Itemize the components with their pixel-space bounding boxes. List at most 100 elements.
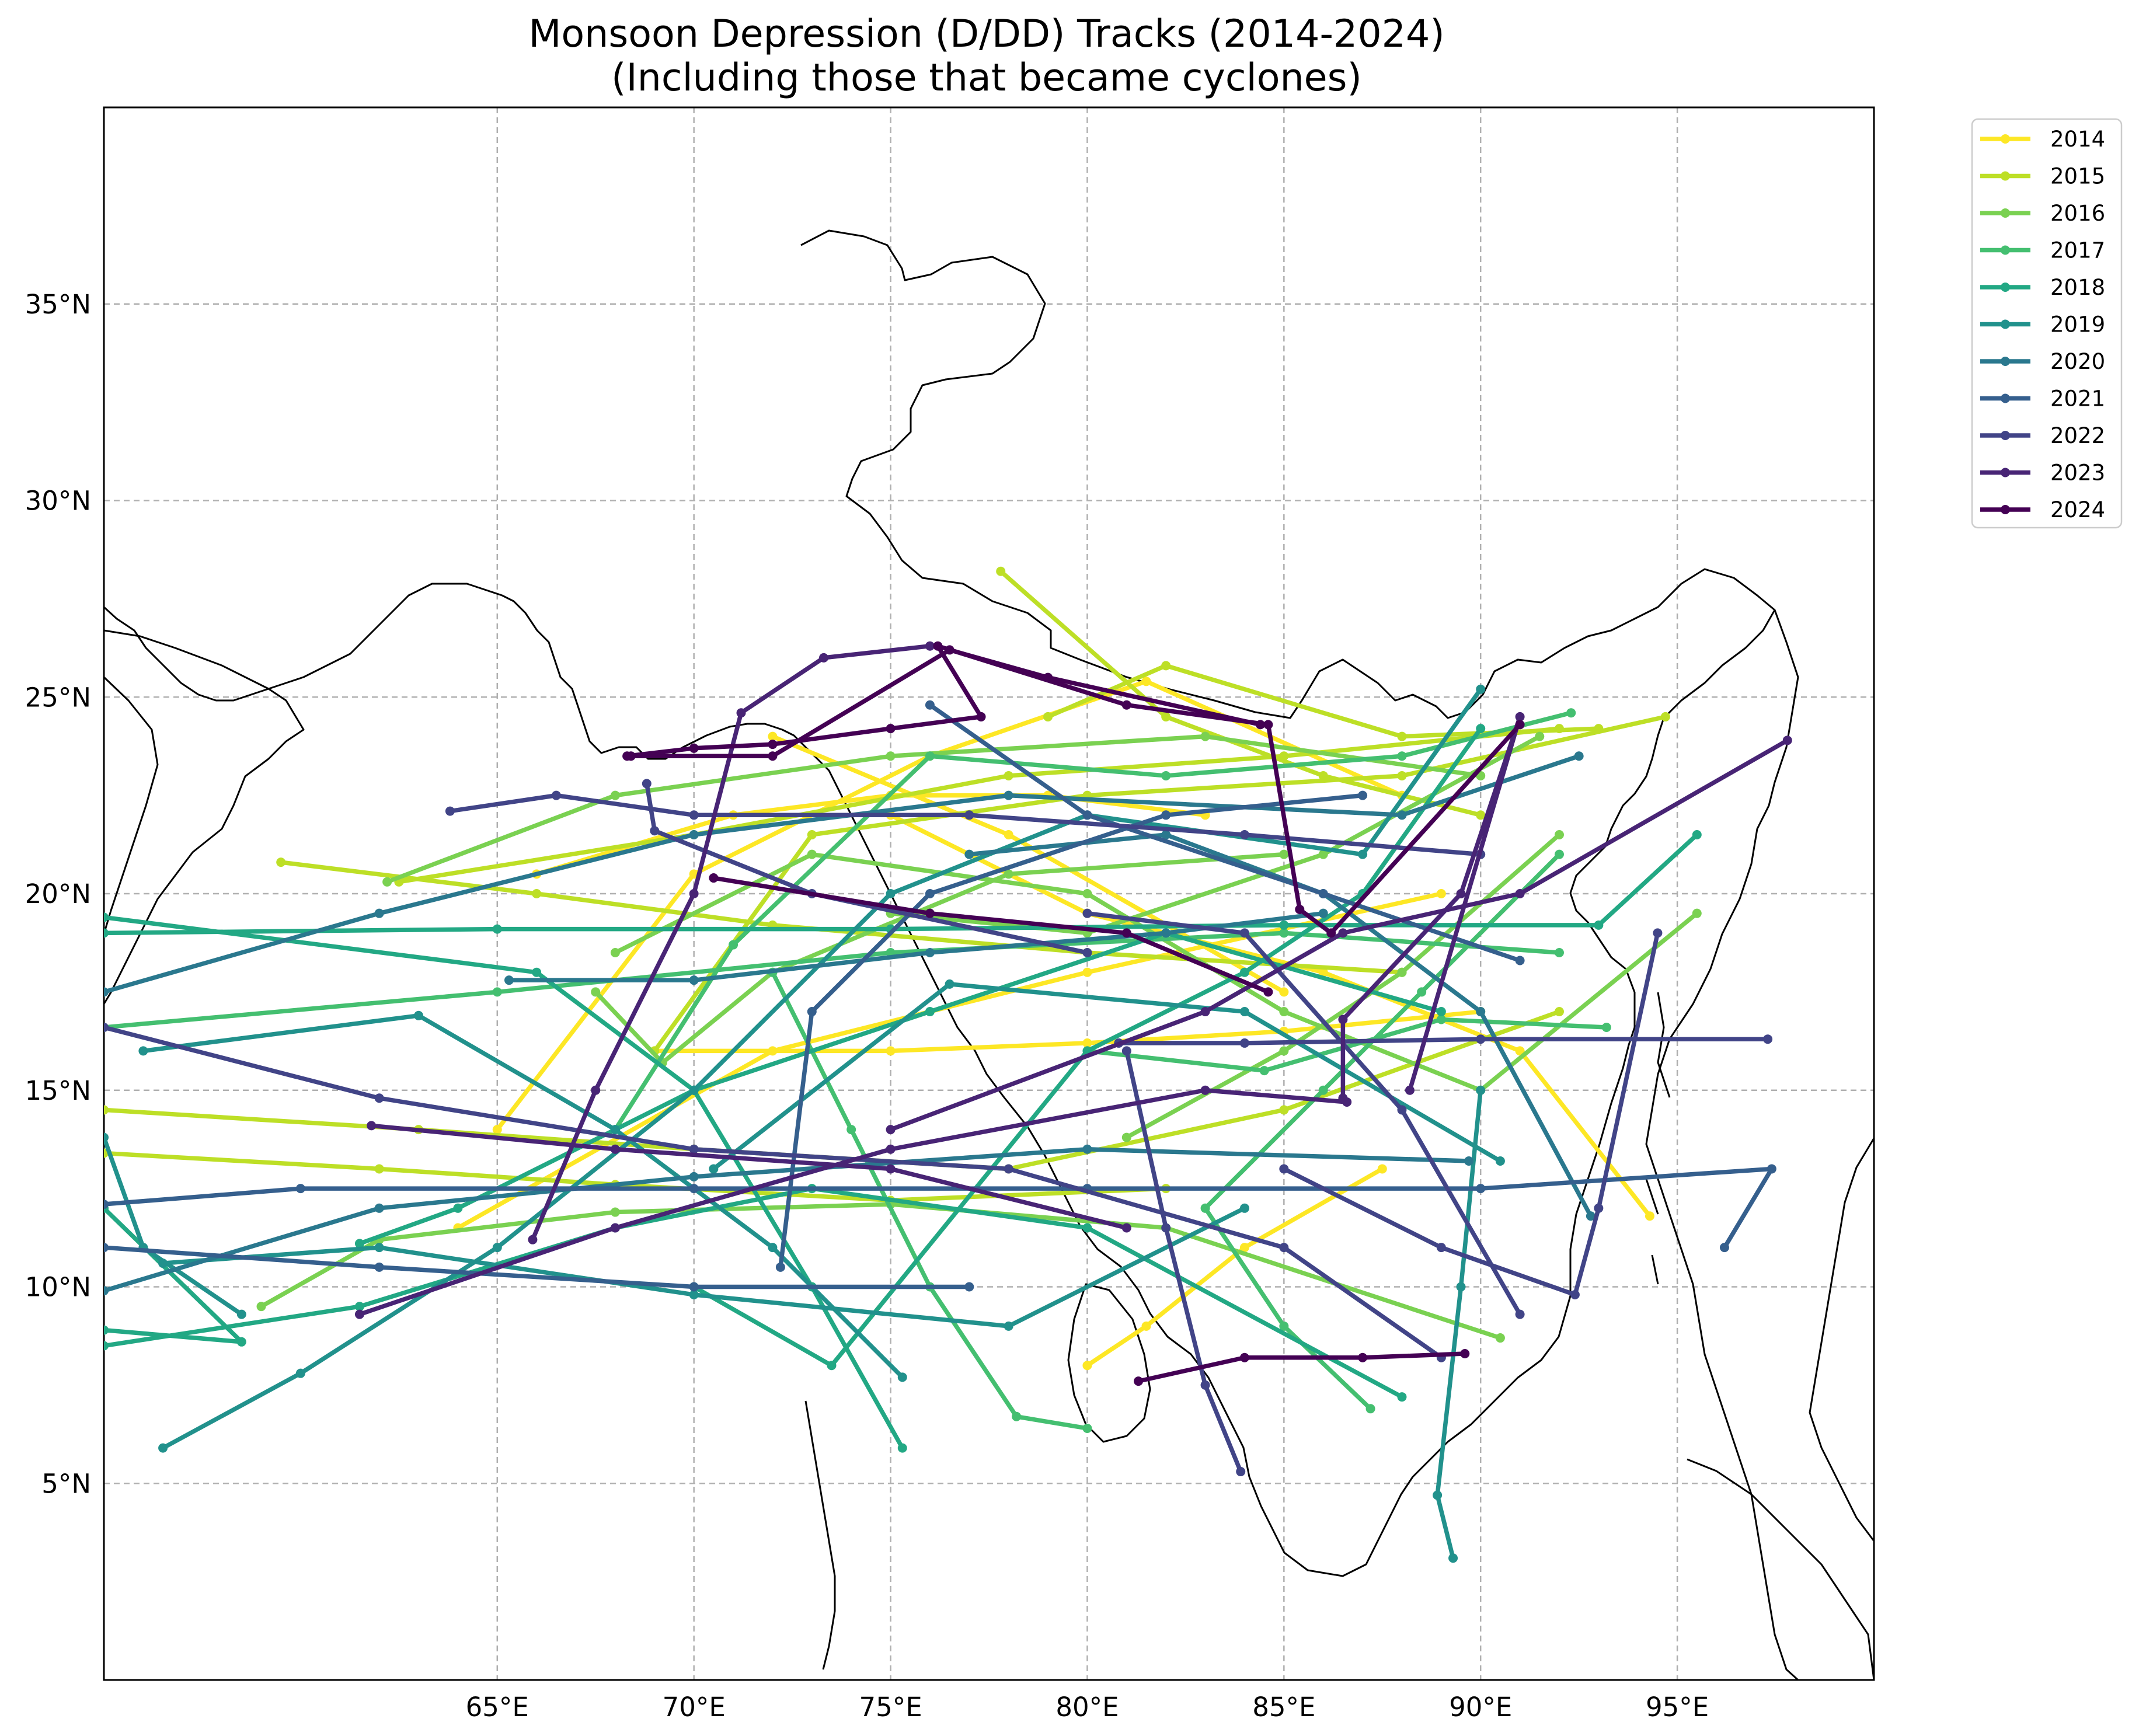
track-2019 <box>711 982 1503 1172</box>
track-point-2022 <box>650 826 660 836</box>
y-axis-ticks: 5°N 10°N 15°N 20°N 25°N 30°N 35°N <box>25 289 91 1500</box>
track-2022 <box>1281 930 1660 1297</box>
track-point-2024 <box>1295 904 1305 914</box>
x-tick-label: 85°E <box>1252 1692 1315 1723</box>
track-point-2017 <box>1279 928 1289 938</box>
track-point-2023 <box>1200 1085 1210 1095</box>
track-point-2024 <box>933 641 943 651</box>
depression-tracks <box>104 566 1792 1563</box>
track-point-2022 <box>104 1022 109 1032</box>
track-point-2019 <box>945 979 954 989</box>
track-point-2023 <box>610 1144 620 1154</box>
track-point-2021 <box>775 1262 785 1272</box>
track-point-2017 <box>1601 1022 1611 1032</box>
track-point-2023 <box>689 889 699 898</box>
track-point-2015 <box>1161 661 1171 671</box>
thailand-coast <box>1809 1138 1874 1542</box>
track-point-2024 <box>709 873 719 883</box>
track-point-2023 <box>886 1164 896 1174</box>
legend-label-2016: 2016 <box>2050 201 2105 226</box>
track-point-2018 <box>236 1337 246 1347</box>
y-tick-label: 5°N <box>41 1468 91 1499</box>
track-point-2022 <box>1239 1038 1249 1048</box>
track-point-2015 <box>996 566 1006 576</box>
track-point-2016 <box>1004 869 1013 879</box>
track-point-2015 <box>1161 712 1171 721</box>
legend-label-2023: 2023 <box>2050 461 2105 486</box>
track-point-2014 <box>1436 889 1446 898</box>
track-point-2016 <box>1535 731 1545 741</box>
track-point-2022 <box>374 1093 384 1103</box>
track-point-2023 <box>736 708 746 718</box>
pakistan-coast <box>104 629 305 1005</box>
track-point-2019 <box>1476 1085 1486 1095</box>
track-point-2024 <box>925 908 935 918</box>
track-point-2022 <box>1082 908 1092 918</box>
track-point-2016 <box>591 987 601 997</box>
legend-marker-2015 <box>2001 171 2010 181</box>
track-point-2022 <box>1239 928 1249 938</box>
track-point-2020 <box>1586 1211 1595 1221</box>
track-point-2022 <box>551 790 561 800</box>
track-point-2021 <box>925 889 935 898</box>
track-point-2015 <box>1279 1105 1289 1115</box>
track-point-2020 <box>1082 1144 1092 1154</box>
track-point-2016 <box>1692 908 1702 918</box>
y-tick-label: 20°N <box>25 879 91 909</box>
track-point-2023 <box>886 1125 896 1135</box>
track-point-2015 <box>807 829 817 839</box>
track-point-2021 <box>104 1243 109 1253</box>
legend-label-2014: 2014 <box>2050 127 2105 152</box>
track-point-2023 <box>591 1085 601 1095</box>
legend-marker-2016 <box>2001 208 2010 218</box>
track-point-2018 <box>104 1325 109 1335</box>
track-point-2021 <box>1476 1184 1486 1194</box>
track-point-2016 <box>382 877 392 887</box>
maldives-islands <box>804 1400 836 1670</box>
track-point-2021 <box>964 1282 974 1292</box>
legend-marker-2019 <box>2001 319 2010 329</box>
track-point-2022 <box>689 810 699 820</box>
legend-label-2024: 2024 <box>2050 497 2105 522</box>
track-point-2020 <box>1318 908 1328 918</box>
legend-marker-2023 <box>2001 468 2010 477</box>
y-tick-label: 10°N <box>25 1272 91 1303</box>
track-point-2017 <box>1200 1203 1210 1213</box>
track-point-2017 <box>1397 751 1407 761</box>
track-2017 <box>613 710 1573 1132</box>
track-point-2014 <box>1141 1321 1151 1331</box>
track-point-2021 <box>925 700 935 710</box>
x-axis-ticks: 65°E 70°E 75°E 80°E 85°E 90°E 95°E <box>466 1692 1709 1723</box>
track-point-2014 <box>768 731 778 741</box>
track-point-2018 <box>1397 1392 1407 1402</box>
track-2022 <box>1116 1037 1770 1045</box>
track-point-2018 <box>492 924 502 934</box>
track-point-2023 <box>1515 889 1525 898</box>
track-2018 <box>691 726 1483 1368</box>
legend-marker-2024 <box>2001 505 2010 514</box>
track-point-2017 <box>1554 948 1564 958</box>
x-tick-label: 80°E <box>1055 1692 1119 1723</box>
track-point-2021 <box>295 1184 305 1194</box>
track-point-2022 <box>689 1144 699 1154</box>
track-point-2017 <box>1566 708 1576 718</box>
track-point-2018 <box>453 1203 463 1213</box>
track-point-2024 <box>1515 720 1525 730</box>
legend-label-2017: 2017 <box>2050 238 2105 263</box>
legend-label-2022: 2022 <box>2050 423 2105 448</box>
track-point-2022 <box>1004 1164 1013 1174</box>
track-point-2015 <box>1660 712 1670 721</box>
track-point-2019 <box>709 1164 719 1174</box>
track-point-2020 <box>1161 829 1171 839</box>
track-2022 <box>448 793 1483 857</box>
track-point-2021 <box>689 1184 699 1194</box>
track-point-2018 <box>104 1341 109 1351</box>
track-point-2024 <box>1263 720 1273 730</box>
track-point-2016 <box>1082 889 1092 898</box>
track-point-2017 <box>1279 1321 1289 1331</box>
track-point-2019 <box>1358 849 1368 859</box>
track-point-2018 <box>827 1361 837 1371</box>
track-2021 <box>928 702 1523 963</box>
x-tick-label: 95°E <box>1646 1692 1709 1723</box>
track-point-2022 <box>1476 1034 1486 1044</box>
